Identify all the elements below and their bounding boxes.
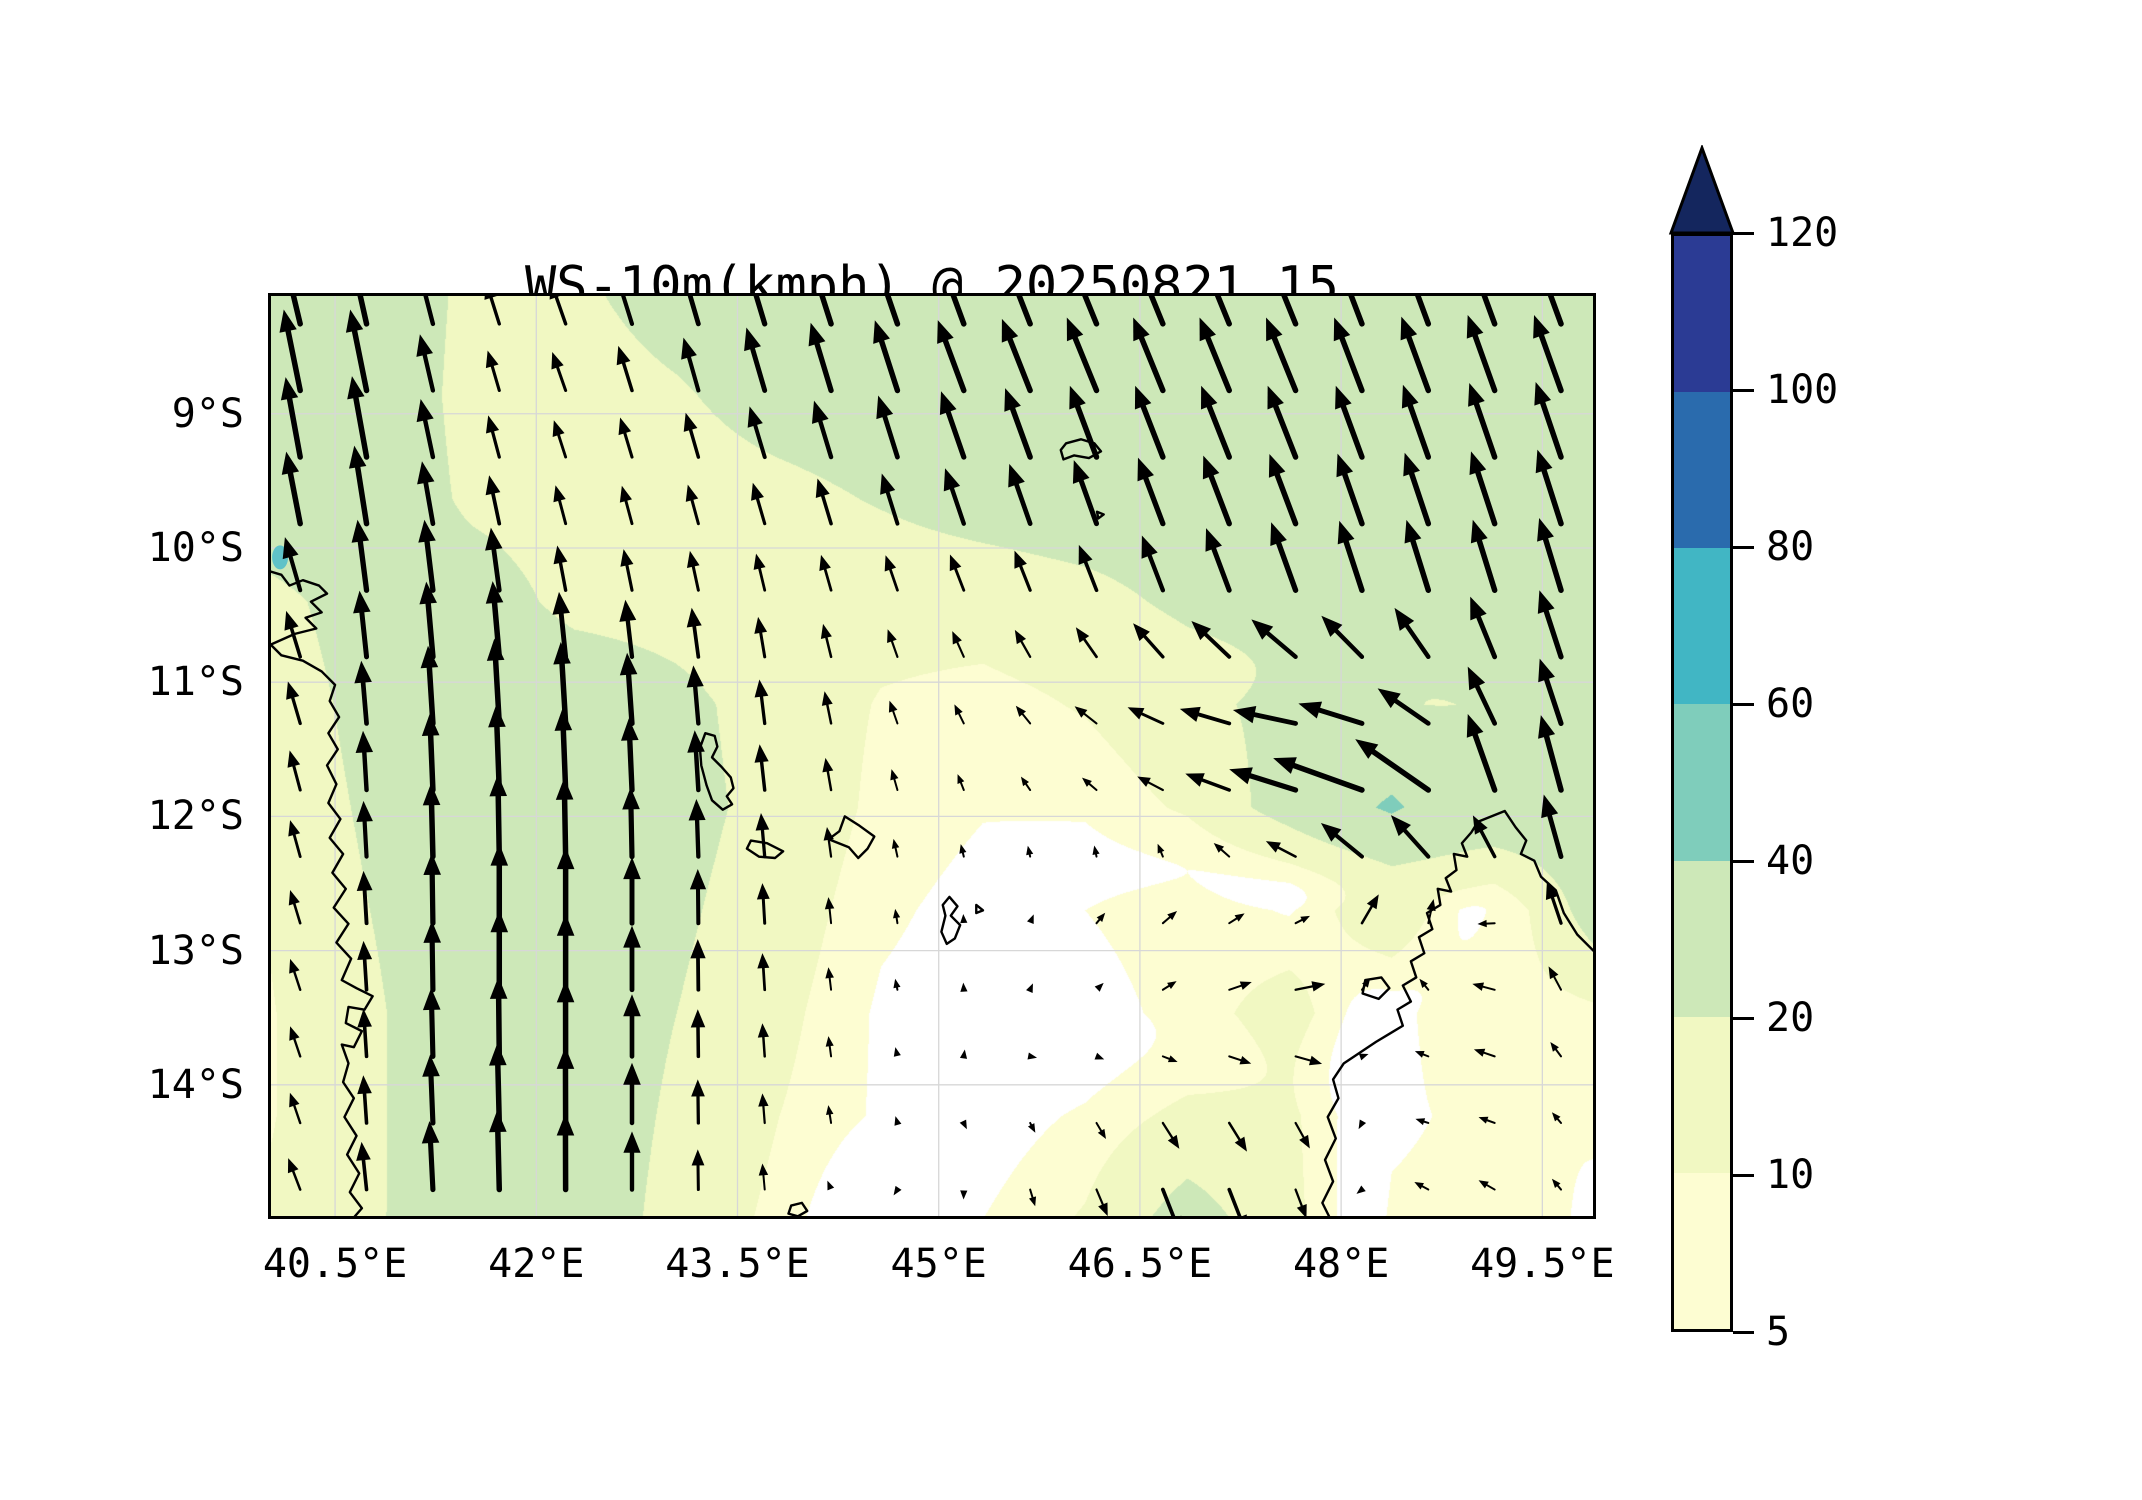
colorbar-tick-label: 100	[1766, 367, 1839, 413]
y-tick-label: 9°S	[171, 390, 244, 437]
colorbar-band	[1674, 392, 1730, 549]
x-tick-label: 43.5°E	[665, 1241, 810, 1287]
y-tick-label: 11°S	[147, 659, 244, 706]
colorbar-band	[1674, 548, 1730, 705]
x-tick-label: 48°E	[1292, 1241, 1390, 1287]
x-tick-label: 40.5°E	[262, 1241, 408, 1287]
colorbar-tick-mark	[1733, 545, 1754, 549]
x-tick-label: 46.5°E	[1067, 1241, 1213, 1287]
colorbar-tick-mark	[1733, 388, 1754, 392]
colorbar	[1671, 233, 1733, 1332]
wind-map-canvas	[268, 293, 1596, 1219]
colorbar-tick-mark	[1733, 859, 1754, 863]
colorbar-tick-label: 10	[1766, 1152, 1815, 1198]
colorbar-band	[1674, 704, 1730, 861]
colorbar-tick-label: 20	[1766, 995, 1815, 1041]
colorbar-tick-mark	[1733, 1173, 1754, 1177]
y-tick-label: 10°S	[147, 524, 244, 571]
colorbar-band	[1674, 236, 1730, 393]
colorbar-tick-mark	[1733, 1016, 1754, 1020]
colorbar-band	[1674, 1016, 1730, 1173]
colorbar-tick-label: 80	[1766, 524, 1815, 570]
colorbar-tick-mark	[1733, 1330, 1754, 1334]
x-tick-label: 49.5°E	[1470, 1241, 1615, 1287]
colorbar-tick-label: 60	[1766, 681, 1815, 727]
colorbar-tick-mark	[1733, 702, 1754, 706]
colorbar-tick-label: 40	[1766, 838, 1815, 884]
y-tick-label: 14°S	[147, 1061, 244, 1108]
colorbar-tick-mark	[1733, 231, 1754, 235]
colorbar-band	[1674, 1172, 1730, 1329]
y-tick-label: 13°S	[147, 927, 244, 974]
colorbar-extend-max-triangle	[1668, 145, 1736, 235]
y-tick-label: 12°S	[147, 793, 244, 840]
colorbar-tick-label: 120	[1766, 210, 1839, 256]
colorbar-band	[1674, 860, 1730, 1017]
colorbar-tick-label: 5	[1766, 1309, 1791, 1355]
x-tick-label: 45°E	[890, 1241, 987, 1287]
x-tick-label: 42°E	[488, 1241, 585, 1287]
